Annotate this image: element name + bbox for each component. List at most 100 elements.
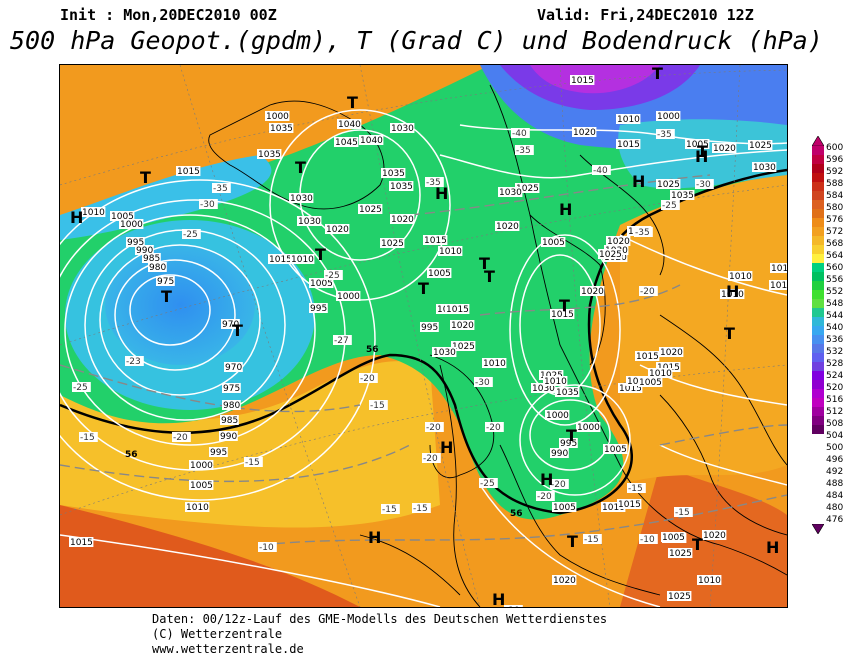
svg-text:1030: 1030 xyxy=(391,124,414,134)
pressure-label: 1005 xyxy=(603,444,628,455)
temperature-label: -15 xyxy=(381,504,400,515)
pressure-label: 1040 xyxy=(337,119,362,130)
low-pressure-marker: T xyxy=(566,426,577,445)
legend-swatch xyxy=(812,173,824,182)
svg-text:1015: 1015 xyxy=(446,305,469,315)
svg-text:1020: 1020 xyxy=(713,144,736,154)
pressure-label: 1010 xyxy=(728,271,753,282)
svg-text:1000: 1000 xyxy=(190,461,213,471)
temperature-label: -40 xyxy=(511,128,530,139)
legend-swatch xyxy=(812,227,824,236)
footer-line-copyright: (C) Wetterzentrale xyxy=(152,627,283,641)
temperature-label: -20 xyxy=(359,373,378,384)
svg-text:-40: -40 xyxy=(593,166,608,176)
svg-text:-25: -25 xyxy=(73,383,88,393)
legend-level-label: 580 xyxy=(826,203,844,213)
svg-text:1010: 1010 xyxy=(483,359,506,369)
legend-level-label: 520 xyxy=(826,383,844,393)
legend-swatch xyxy=(812,182,824,191)
pressure-label: 1005 xyxy=(189,480,214,491)
temperature-label: -15 xyxy=(674,507,693,518)
pressure-label: 1025 xyxy=(598,249,623,260)
pressure-label: 1005 xyxy=(309,278,334,289)
svg-text:1015: 1015 xyxy=(269,255,292,265)
pressure-label: 1005 xyxy=(552,502,577,513)
pressure-label: 1020 xyxy=(659,347,684,358)
legend-level-label: 584 xyxy=(826,191,844,201)
legend-swatch xyxy=(812,164,824,173)
legend-level-label: 568 xyxy=(826,239,844,249)
svg-text:980: 980 xyxy=(223,401,240,411)
pressure-label: 1030 xyxy=(752,162,777,173)
cold-zone xyxy=(530,65,660,94)
svg-text:-20: -20 xyxy=(640,287,655,297)
svg-text:1025: 1025 xyxy=(452,342,475,352)
legend-level-label: 592 xyxy=(826,167,844,177)
svg-text:1030: 1030 xyxy=(433,348,456,358)
pressure-label: 1015 xyxy=(445,304,470,315)
legend-level-label: 596 xyxy=(826,155,844,165)
legend-level-label: 560 xyxy=(826,263,844,273)
pressure-label: 1000 xyxy=(189,460,214,471)
low-pressure-marker: T xyxy=(484,267,495,286)
svg-text:1005: 1005 xyxy=(686,140,709,150)
legend-swatch xyxy=(812,389,824,398)
temperature-label: -20 xyxy=(422,453,441,464)
legend-level-label: 564 xyxy=(826,251,844,261)
pressure-label: 1005 xyxy=(685,139,710,150)
legend-level-label: 476 xyxy=(826,515,844,525)
svg-text:-25: -25 xyxy=(183,230,198,240)
svg-text:1010: 1010 xyxy=(721,290,744,300)
temperature-label: -25 xyxy=(661,200,680,211)
temperature-label: -35 xyxy=(656,129,675,140)
temperature-label: -25 xyxy=(324,270,343,281)
legend-swatch xyxy=(812,281,824,290)
svg-text:-25: -25 xyxy=(325,271,340,281)
temperature-label: -35 xyxy=(515,145,534,156)
temp-labels: -35 -30 -25 -23 -25 -15 -20 -15 -27 -25 -20 -15 -30 -… xyxy=(72,128,714,607)
legend-swatch xyxy=(812,326,824,335)
svg-text:995: 995 xyxy=(310,304,327,314)
svg-text:-20: -20 xyxy=(537,492,552,502)
svg-text:1015: 1015 xyxy=(177,167,200,177)
legend-level-label: 516 xyxy=(826,395,844,405)
legend-swatch xyxy=(812,146,824,155)
pressure-label: 1020 xyxy=(325,224,350,235)
temperature-label: -20 xyxy=(425,422,444,433)
pressure-label: 1015 xyxy=(770,263,787,274)
temperature-label: -23 xyxy=(125,356,144,367)
pressure-label: 1015 xyxy=(550,309,575,320)
svg-text:1010: 1010 xyxy=(544,377,567,387)
pressure-label: 1030 xyxy=(390,123,415,134)
svg-text:995: 995 xyxy=(127,238,144,248)
pressure-label: 990 xyxy=(135,245,154,256)
svg-text:-35: -35 xyxy=(657,130,672,140)
pressure-label: 990 xyxy=(550,448,569,459)
low-pressure-marker: T xyxy=(315,245,326,264)
svg-text:1020: 1020 xyxy=(391,215,414,225)
svg-text:1010: 1010 xyxy=(698,576,721,586)
pressure-label: 1045 xyxy=(334,137,359,148)
coastlines xyxy=(208,84,787,607)
temperature-label: -15 xyxy=(79,432,98,443)
svg-text:-15: -15 xyxy=(628,484,643,494)
temperature-label: -15 xyxy=(244,457,263,468)
high-pressure-marker: H xyxy=(559,200,572,219)
svg-text:1030: 1030 xyxy=(532,384,555,394)
svg-text:-20: -20 xyxy=(360,374,375,384)
pressure-label: 1025 xyxy=(515,183,540,194)
pressure-label: 1010 xyxy=(290,254,315,265)
pressure-label: 1035 xyxy=(555,387,580,398)
svg-text:1015: 1015 xyxy=(617,140,640,150)
temperature-label: -20 xyxy=(485,422,504,433)
high-pressure-marker: H xyxy=(540,470,553,489)
legend-swatch xyxy=(812,308,824,317)
svg-text:1035: 1035 xyxy=(556,388,579,398)
weather-map: 1035103510401045104010301035103510351030… xyxy=(59,64,788,608)
pressure-label: 1005 xyxy=(541,237,566,248)
low-pressure-marker: T xyxy=(697,142,708,161)
legend-swatch xyxy=(812,353,824,362)
pressure-label: 1010 xyxy=(648,368,673,379)
pressure-label: 1035 xyxy=(269,123,294,134)
svg-text:1010: 1010 xyxy=(439,247,462,257)
